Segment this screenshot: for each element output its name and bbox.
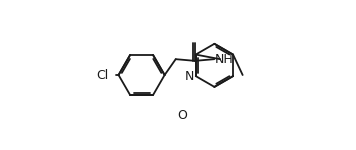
Text: NH: NH <box>215 53 234 66</box>
Text: N: N <box>185 70 194 83</box>
Text: O: O <box>177 109 187 122</box>
Text: Cl: Cl <box>96 69 108 81</box>
